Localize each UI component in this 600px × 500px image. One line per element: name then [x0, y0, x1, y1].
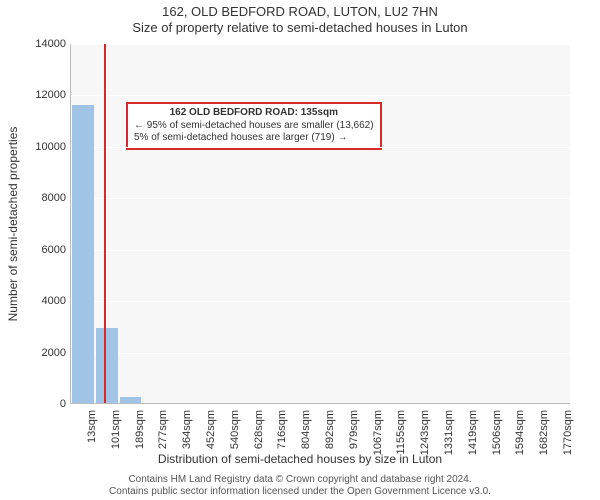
- footer-line2: Contains public sector information licen…: [0, 486, 600, 498]
- y-axis-title: Number of semi-detached properties: [6, 127, 20, 322]
- gridline: [71, 301, 570, 302]
- x-axis-title: Distribution of semi-detached houses by …: [0, 452, 600, 466]
- gridline: [71, 198, 570, 199]
- gridline: [71, 250, 570, 251]
- plot-area: 162 OLD BEDFORD ROAD: 135sqm ← 95% of se…: [70, 44, 570, 404]
- histogram-bar: [120, 397, 142, 403]
- ytick-label: 10000: [26, 141, 66, 153]
- annotation-smaller: ← 95% of semi-detached houses are smalle…: [134, 120, 374, 133]
- annotation-larger: 5% of semi-detached houses are larger (7…: [134, 132, 374, 145]
- gridline: [71, 44, 570, 45]
- ytick-label: 8000: [26, 192, 66, 204]
- reference-line: [104, 44, 106, 403]
- chart-title-line2: Size of property relative to semi-detach…: [0, 20, 600, 35]
- ytick-label: 14000: [26, 38, 66, 50]
- footer: Contains HM Land Registry data © Crown c…: [0, 474, 600, 498]
- annotation-title: 162 OLD BEDFORD ROAD: 135sqm: [134, 107, 374, 120]
- ytick-label: 6000: [26, 244, 66, 256]
- gridline: [71, 147, 570, 148]
- footer-line1: Contains HM Land Registry data © Crown c…: [0, 474, 600, 486]
- chart-title-line1: 162, OLD BEDFORD ROAD, LUTON, LU2 7HN: [0, 4, 600, 19]
- ytick-label: 0: [26, 398, 66, 410]
- ytick-label: 12000: [26, 89, 66, 101]
- gridline: [71, 95, 570, 96]
- ytick-label: 4000: [26, 295, 66, 307]
- ytick-label: 2000: [26, 347, 66, 359]
- gridline: [71, 353, 570, 354]
- histogram-bar: [72, 105, 94, 403]
- annotation-box: 162 OLD BEDFORD ROAD: 135sqm ← 95% of se…: [126, 102, 382, 150]
- histogram-bar: [96, 328, 118, 403]
